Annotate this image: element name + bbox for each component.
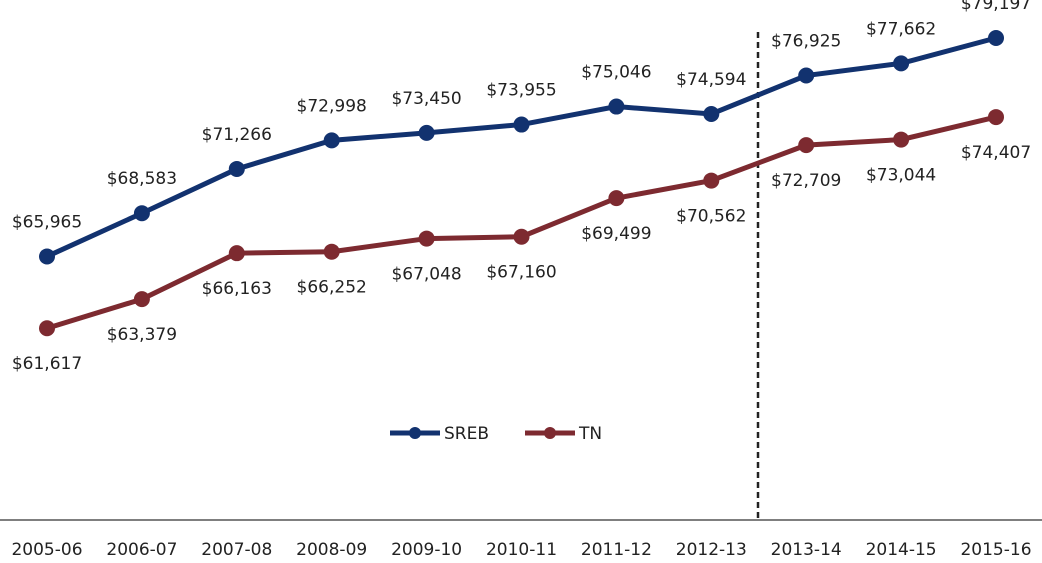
- data-label: $70,562: [676, 207, 746, 227]
- marker: [133, 205, 150, 222]
- marker: [228, 160, 245, 177]
- marker: [39, 248, 55, 265]
- data-label: $66,252: [297, 278, 367, 298]
- marker: [798, 137, 815, 154]
- line: [45, 35, 997, 259]
- legend-marker: [409, 427, 421, 439]
- marker: [608, 190, 625, 207]
- data-label: $68,583: [107, 169, 177, 189]
- legend-marker: [544, 427, 556, 439]
- data-label: $72,998: [297, 96, 367, 116]
- marker: [133, 291, 150, 308]
- data-label: $71,266: [202, 125, 272, 145]
- data-label: $74,407: [961, 143, 1031, 163]
- x-tick-label: 2005-06: [11, 540, 82, 560]
- data-label: $72,709: [771, 171, 841, 191]
- marker: [703, 106, 720, 123]
- data-label: $73,450: [391, 89, 461, 109]
- x-tick-label: 2006-07: [106, 540, 177, 560]
- marker: [418, 124, 435, 141]
- marker: [798, 67, 815, 84]
- marker: [608, 98, 625, 115]
- marker: [513, 228, 530, 245]
- data-label: $77,662: [866, 19, 936, 39]
- data-label: $73,044: [866, 166, 936, 186]
- line: [46, 114, 997, 331]
- x-tick-label: 2015-16: [960, 540, 1031, 560]
- data-label: $66,163: [202, 279, 272, 299]
- data-label: $74,594: [676, 70, 746, 90]
- x-tick-label: 2008-09: [296, 540, 367, 560]
- marker: [893, 55, 910, 72]
- x-tick-label: 2012-13: [676, 540, 747, 560]
- data-label: $79,197: [961, 0, 1031, 14]
- data-label: $69,499: [581, 224, 651, 244]
- data-label: $61,617: [12, 354, 82, 374]
- data-label: $63,379: [107, 325, 177, 345]
- data-label: $73,955: [486, 81, 556, 101]
- data-label: $67,048: [391, 265, 461, 285]
- marker: [988, 30, 1004, 47]
- x-tick-label: 2010-11: [486, 540, 557, 560]
- marker: [228, 245, 245, 262]
- marker: [513, 116, 530, 133]
- x-tick-label: 2013-14: [771, 540, 842, 560]
- data-label: $75,046: [581, 63, 651, 83]
- marker: [703, 172, 720, 189]
- x-tick-label: 2007-08: [201, 540, 272, 560]
- marker: [323, 132, 340, 149]
- data-label: $65,965: [12, 212, 82, 232]
- legend-label: SREB: [444, 424, 489, 444]
- marker: [323, 243, 340, 260]
- x-tick-label: 2011-12: [581, 540, 652, 560]
- data-label: $67,160: [486, 263, 556, 283]
- data-label: $76,925: [771, 32, 841, 52]
- marker: [988, 109, 1004, 126]
- legend-label: TN: [578, 424, 602, 444]
- marker: [893, 131, 910, 148]
- marker: [39, 320, 55, 337]
- marker: [418, 230, 435, 247]
- x-tick-label: 2009-10: [391, 540, 462, 560]
- x-tick-label: 2014-15: [866, 540, 937, 560]
